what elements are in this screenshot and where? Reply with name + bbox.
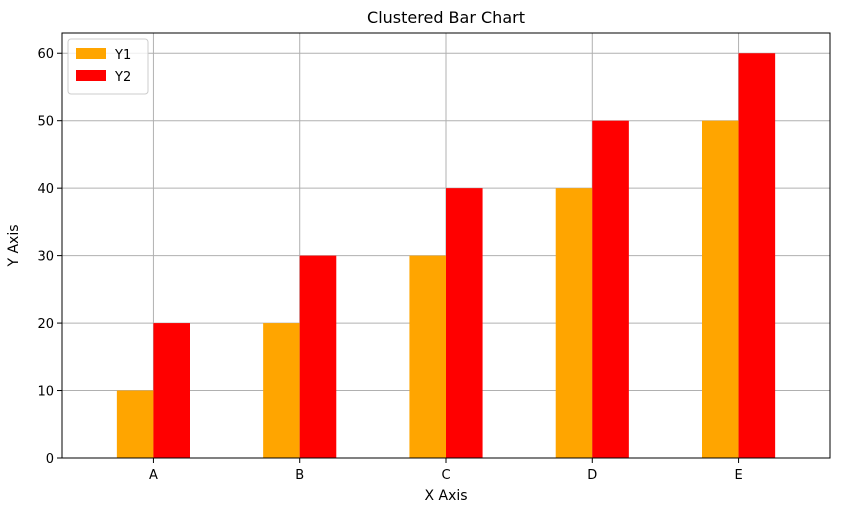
- legend-box: [67, 38, 149, 95]
- x-axis-label: X Axis: [424, 488, 467, 504]
- y-tick-label: 0: [46, 452, 54, 467]
- bar-y2-c: [446, 188, 483, 458]
- x-tick-label: D: [587, 468, 597, 483]
- bar-y1-e: [702, 120, 739, 458]
- bar-y2-e: [738, 53, 776, 458]
- y-tick-label: 40: [37, 182, 54, 197]
- x-tick-label: B: [295, 468, 304, 483]
- y-tick-label: 20: [37, 317, 54, 332]
- bar-y1-a: [116, 390, 154, 458]
- y-tick-label: 60: [37, 47, 54, 62]
- bar-y1-d: [555, 188, 593, 458]
- legend-swatch-y1: [76, 48, 106, 59]
- y-tick-label: 50: [37, 115, 54, 130]
- bar-y1-b: [263, 323, 300, 458]
- legend-label-y2: Y2: [114, 70, 131, 85]
- y-tick-label: 30: [37, 250, 54, 265]
- x-tick-label: C: [441, 468, 450, 483]
- bar-y2-b: [299, 255, 337, 458]
- legend: Y1 Y2: [67, 38, 149, 95]
- legend-label-y1: Y1: [114, 48, 131, 63]
- bar-y1-c: [409, 255, 446, 458]
- bars: [116, 53, 776, 458]
- bar-y2-a: [153, 323, 190, 458]
- x-tick-label: E: [734, 468, 742, 483]
- y-tick-label: 10: [37, 385, 54, 400]
- x-tick-label: A: [149, 468, 158, 483]
- bar-y2-d: [592, 120, 629, 458]
- legend-swatch-y2: [76, 70, 106, 81]
- y-axis-label: Y Axis: [6, 224, 22, 267]
- axis-ticks: 0 10 20 30 40 50 60 A B C D E: [37, 47, 742, 483]
- chart-title: Clustered Bar Chart: [367, 8, 525, 27]
